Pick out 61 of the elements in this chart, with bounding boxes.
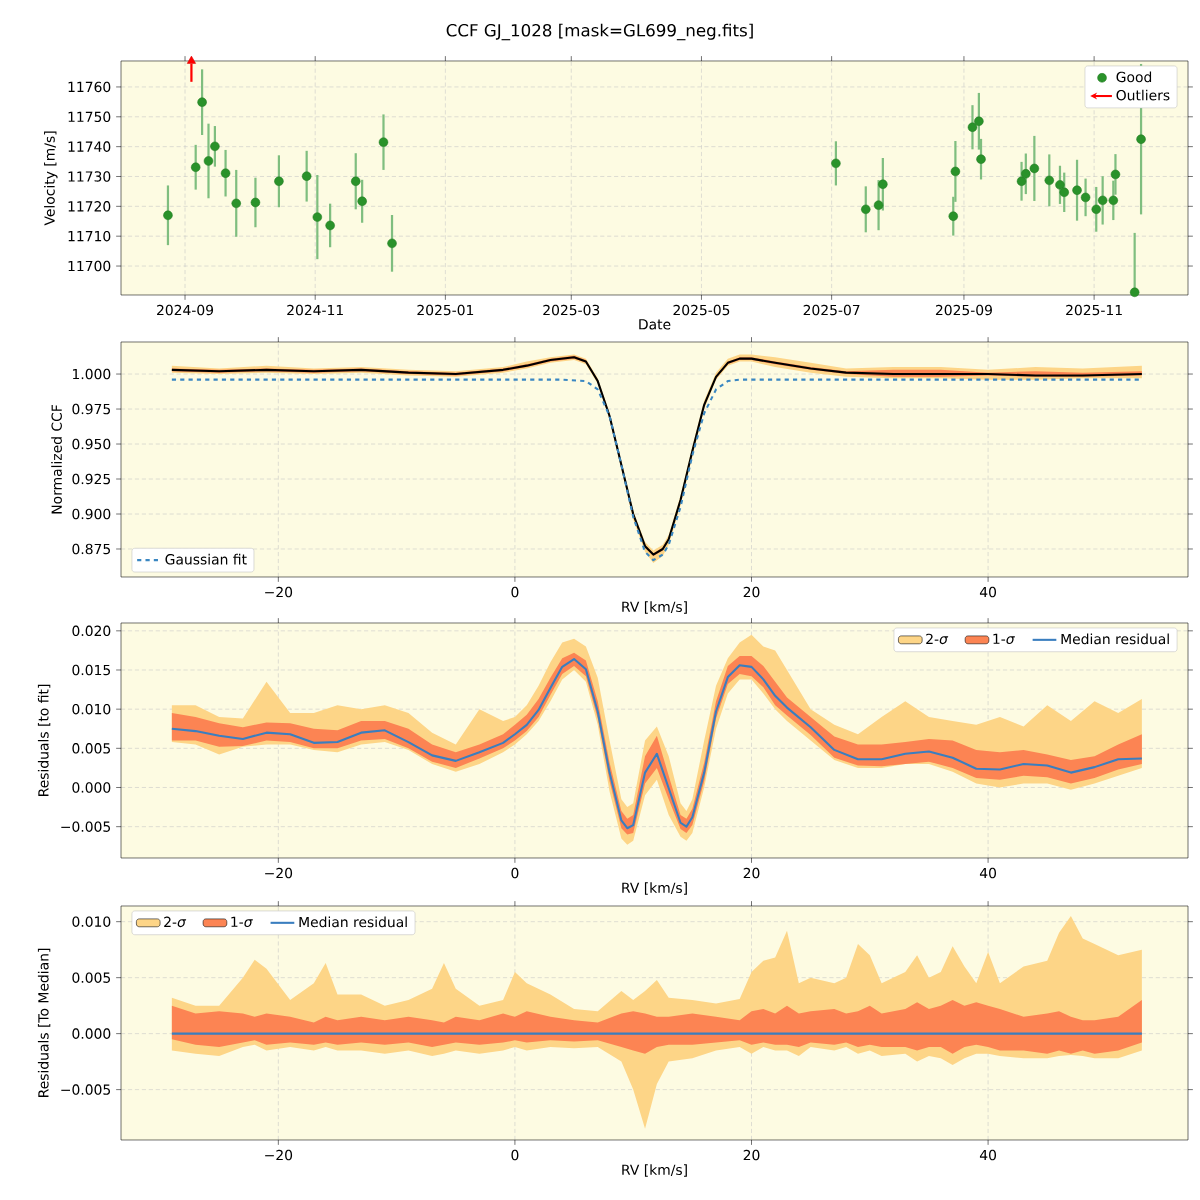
y-tick-label: 0.005 [72, 972, 111, 983]
y-tick-label: 0.875 [72, 543, 111, 555]
y-axis-title: Velocity [m/s] [44, 131, 58, 226]
y-tick-label: 0.925 [72, 473, 111, 485]
legend-label: 2-σ [926, 633, 949, 645]
legend-label: 2-σ [164, 916, 187, 928]
y-axis-title: Normalized CCF [51, 405, 62, 514]
x-tick-label: 2025-05 [673, 304, 730, 316]
x-tick-label: 40 [979, 586, 997, 598]
y-tick-label: 0.000 [72, 1028, 111, 1039]
x-tick-label: 2025-09 [935, 304, 992, 316]
legend-label: Median residual [299, 916, 407, 928]
y-tick-label: 0.010 [72, 703, 111, 715]
x-tick-label: 40 [979, 1149, 997, 1161]
y-axis-title: Residuals [to fit] [37, 684, 51, 796]
y-tick-label: 11760 [68, 81, 111, 93]
y-tick-label: 0.010 [72, 916, 111, 927]
legend-label: Gaussian fit [165, 553, 247, 565]
y-tick-label: 11700 [68, 260, 111, 272]
x-tick-label: 0 [511, 586, 519, 598]
y-tick-label: −0.005 [61, 821, 111, 832]
x-tick-label: 2024-09 [157, 304, 214, 316]
legend-label: Good [1116, 71, 1152, 83]
x-tick-label: 20 [743, 586, 760, 598]
x-tick-label: 2025-07 [803, 304, 860, 316]
y-tick-label: 0.000 [72, 782, 111, 793]
legend-label: 1-σ [993, 633, 1015, 645]
y-tick-label: 11750 [68, 111, 111, 123]
x-axis-title: Date [639, 319, 671, 330]
y-tick-label: 11710 [68, 230, 111, 242]
y-axis-title: Residuals [To Median] [37, 948, 51, 1097]
x-tick-label: 0 [511, 867, 519, 879]
y-tick-label: 0.015 [72, 664, 111, 676]
x-tick-label: 2025-03 [543, 304, 600, 316]
y-tick-label: 0.005 [72, 743, 111, 754]
x-tick-label: 40 [979, 867, 997, 879]
x-axis-title: RV [km/s] [622, 601, 687, 614]
x-tick-label: 2025-01 [417, 304, 474, 316]
x-tick-label: −20 [265, 586, 293, 598]
x-tick-label: 20 [743, 1149, 760, 1161]
x-tick-label: 20 [743, 867, 760, 879]
x-axis-title: RV [km/s] [622, 1164, 687, 1177]
y-tick-label: 0.900 [72, 508, 111, 520]
y-tick-label: −0.005 [61, 1084, 111, 1095]
y-tick-label: 11730 [68, 171, 111, 182]
x-tick-label: −20 [265, 867, 293, 879]
x-tick-label: 2025-11 [1066, 304, 1122, 316]
x-tick-label: −20 [265, 1149, 293, 1161]
x-tick-label: 0 [511, 1149, 519, 1161]
y-tick-label: 11720 [68, 201, 111, 212]
legend-label: Outliers [1116, 89, 1170, 101]
y-tick-label: 1.000 [73, 368, 111, 380]
y-tick-label: 0.020 [72, 625, 111, 637]
y-tick-label: 11740 [68, 141, 111, 152]
legend-label: Median residual [1061, 633, 1169, 645]
legend-label: 1-σ [231, 916, 253, 928]
x-axis-title: RV [km/s] [622, 882, 687, 895]
x-tick-label: 2024-11 [287, 304, 343, 316]
chart-title: CCF GJ_1028 [mask=GL699_neg.fits] [446, 23, 753, 41]
y-tick-label: 0.950 [72, 438, 111, 450]
y-tick-label: 0.975 [72, 403, 111, 415]
